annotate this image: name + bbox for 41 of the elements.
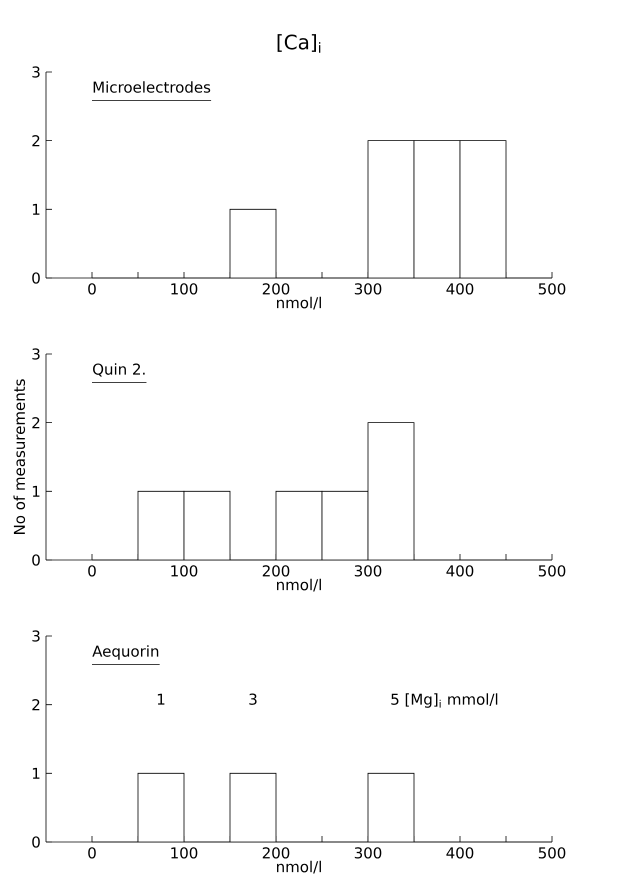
x-tick-label: 400 — [446, 283, 474, 295]
x-tick-label: 0 — [88, 565, 96, 577]
chart-title: [Ca]$_{i}$ — [278, 34, 320, 53]
y-tick-label: 3 — [32, 348, 40, 360]
x-tick-label: 0 — [88, 283, 96, 295]
y-tick-label: 1 — [32, 768, 40, 779]
annotation: Quin 2. — [93, 363, 145, 377]
x-axis-title: nmol/l — [277, 578, 321, 592]
annotation: Microelectrodes — [94, 81, 210, 93]
y-tick-label: 1 — [32, 486, 40, 497]
x-tick-label: 200 — [262, 565, 290, 577]
x-tick-label: 100 — [171, 565, 198, 577]
x-tick-label: 100 — [171, 847, 198, 859]
x-tick-label: 300 — [354, 283, 382, 295]
x-tick-label: 500 — [538, 283, 566, 295]
y-tick-label: 0 — [32, 554, 40, 566]
x-axis-title: nmol/l — [277, 296, 321, 310]
y-tick-label: 0 — [32, 836, 40, 848]
y-tick-label: 2 — [32, 135, 40, 146]
x-tick-label: 500 — [538, 565, 566, 577]
x-tick-label: 500 — [538, 847, 566, 859]
x-tick-label: 300 — [354, 847, 382, 859]
annotation: 3 — [249, 694, 257, 705]
x-tick-label: 100 — [171, 283, 198, 295]
y-axis-title: No of measurements — [13, 379, 26, 534]
x-axis-title: nmol/l — [277, 860, 321, 874]
x-tick-label: 200 — [262, 847, 290, 859]
x-tick-label: 200 — [262, 283, 290, 295]
y-tick-label: 2 — [32, 699, 40, 710]
y-tick-label: 2 — [32, 417, 40, 428]
annotation: 1 — [158, 694, 164, 705]
x-tick-label: 0 — [88, 847, 96, 859]
y-tick-label: 0 — [32, 272, 40, 284]
annotation: Aequorin — [92, 645, 158, 660]
x-tick-label: 400 — [446, 847, 474, 859]
y-tick-label: 3 — [32, 66, 40, 78]
y-tick-label: 1 — [32, 204, 40, 215]
x-tick-label: 300 — [354, 565, 382, 577]
y-tick-label: 3 — [32, 630, 40, 642]
annotation: 5 [Mg]$_{i}$ mmol/l — [391, 693, 498, 708]
x-tick-label: 400 — [446, 565, 474, 577]
